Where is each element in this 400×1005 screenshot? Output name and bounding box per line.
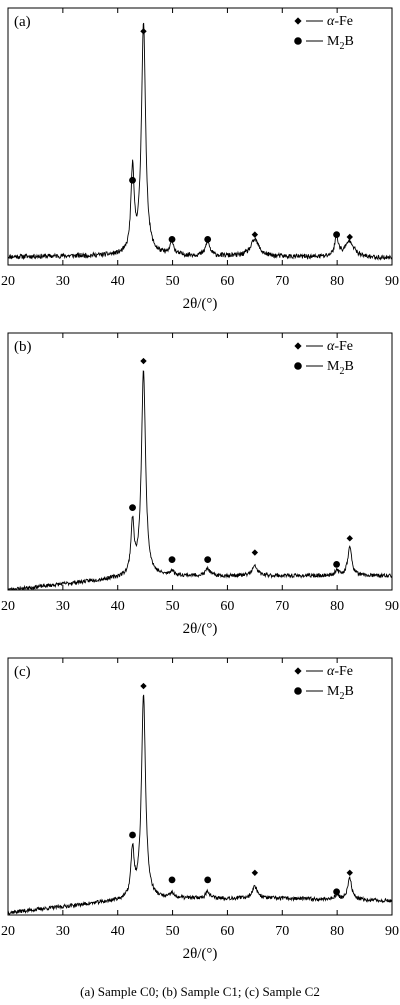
legend-marker-m2b: [294, 37, 302, 45]
peak-marker-alpha-fe: [251, 231, 259, 238]
peak-marker-m2b: [333, 888, 340, 896]
peak-marker-m2b: [129, 504, 136, 512]
legend: α-Fe M2B: [294, 14, 354, 52]
peak-marker-m2b: [204, 556, 212, 564]
x-tick-label: 90: [385, 924, 399, 939]
legend-marker-m2b: [294, 687, 302, 695]
legend-label: M2B: [327, 684, 354, 702]
peak-marker-m2b: [168, 235, 176, 243]
x-tick-label: 50: [166, 274, 180, 289]
peak-marker-alpha-fe: [140, 682, 147, 690]
legend-label: M2B: [327, 34, 354, 52]
x-tick-label: 30: [56, 274, 70, 289]
peak-marker-m2b: [168, 556, 176, 564]
peak-marker-alpha-fe: [140, 28, 147, 35]
x-tick-label: 80: [330, 599, 344, 614]
x-tick-label: 60: [220, 599, 234, 614]
x-axis-label: 2θ/(°): [183, 946, 218, 962]
chart-panel: 20 30 40 50 60 70 80 90 2θ/(°) (a) α-Fe M2B: [1, 7, 399, 312]
x-axis-label: 2θ/(°): [183, 296, 218, 312]
x-tick-label: 40: [111, 924, 125, 939]
x-tick-label: 70: [275, 924, 289, 939]
x-tick-label: 60: [220, 274, 234, 289]
figure-caption: (a) Sample C0; (b) Sample C1; (c) Sample…: [80, 984, 320, 999]
x-tick-label: 90: [385, 599, 399, 614]
x-tick-label: 20: [1, 924, 15, 939]
peak-marker-m2b: [333, 231, 340, 239]
chart-panel: 20 30 40 50 60 70 80 90 2θ/(°) (b) α-Fe M2B: [1, 332, 399, 637]
peak-marker-alpha-fe: [251, 549, 259, 556]
legend-marker-alpha-fe: [294, 342, 302, 350]
legend-label: α-Fe: [327, 14, 353, 29]
plot-frame: [7, 657, 393, 916]
x-tick-label: 40: [111, 274, 125, 289]
peak-marker-alpha-fe: [140, 357, 147, 365]
legend-marker-alpha-fe: [294, 17, 302, 25]
x-tick-label: 70: [275, 274, 289, 289]
legend: α-Fe M2B: [294, 664, 354, 702]
x-tick-label: 80: [330, 924, 344, 939]
legend-label: M2B: [327, 359, 354, 377]
xrd-pattern-line: [8, 370, 393, 591]
x-tick-label: 80: [330, 274, 344, 289]
x-axis-label: 2θ/(°): [183, 621, 218, 637]
chart-panel: 20 30 40 50 60 70 80 90 2θ/(°) (c) α-Fe M2B: [1, 657, 399, 962]
x-tick-label: 50: [166, 924, 180, 939]
x-tick-label: 30: [56, 599, 70, 614]
xrd-pattern-line: [7, 694, 393, 915]
x-tick-label: 20: [1, 599, 15, 614]
legend: α-Fe M2B: [294, 339, 354, 377]
legend-marker-alpha-fe: [294, 667, 302, 675]
legend-marker-m2b: [294, 362, 302, 370]
peak-marker-alpha-fe: [346, 535, 353, 542]
peak-marker-m2b: [168, 876, 176, 884]
peak-marker-m2b: [204, 876, 212, 884]
x-tick-label: 20: [1, 274, 15, 289]
plot-frame: [7, 7, 393, 266]
peak-marker-m2b: [129, 176, 136, 184]
xrd-pattern-line: [7, 22, 393, 261]
x-tick-label: 70: [275, 599, 289, 614]
legend-label: α-Fe: [327, 664, 353, 679]
panel-label: (a): [14, 14, 31, 30]
x-tick-label: 90: [385, 274, 399, 289]
panel-label: (c): [14, 664, 31, 680]
x-tick-label: 30: [56, 924, 70, 939]
legend-label: α-Fe: [327, 339, 353, 354]
x-tick-label: 50: [166, 599, 180, 614]
plot-frame: [7, 332, 393, 591]
peak-marker-alpha-fe: [346, 233, 353, 241]
peak-marker-alpha-fe: [251, 869, 259, 877]
panel-label: (b): [14, 339, 32, 355]
peak-marker-m2b: [204, 235, 212, 243]
peak-marker-m2b: [333, 560, 340, 568]
peak-marker-m2b: [129, 831, 136, 839]
x-tick-label: 60: [220, 924, 234, 939]
peak-marker-alpha-fe: [346, 869, 353, 877]
x-tick-label: 40: [111, 599, 125, 614]
